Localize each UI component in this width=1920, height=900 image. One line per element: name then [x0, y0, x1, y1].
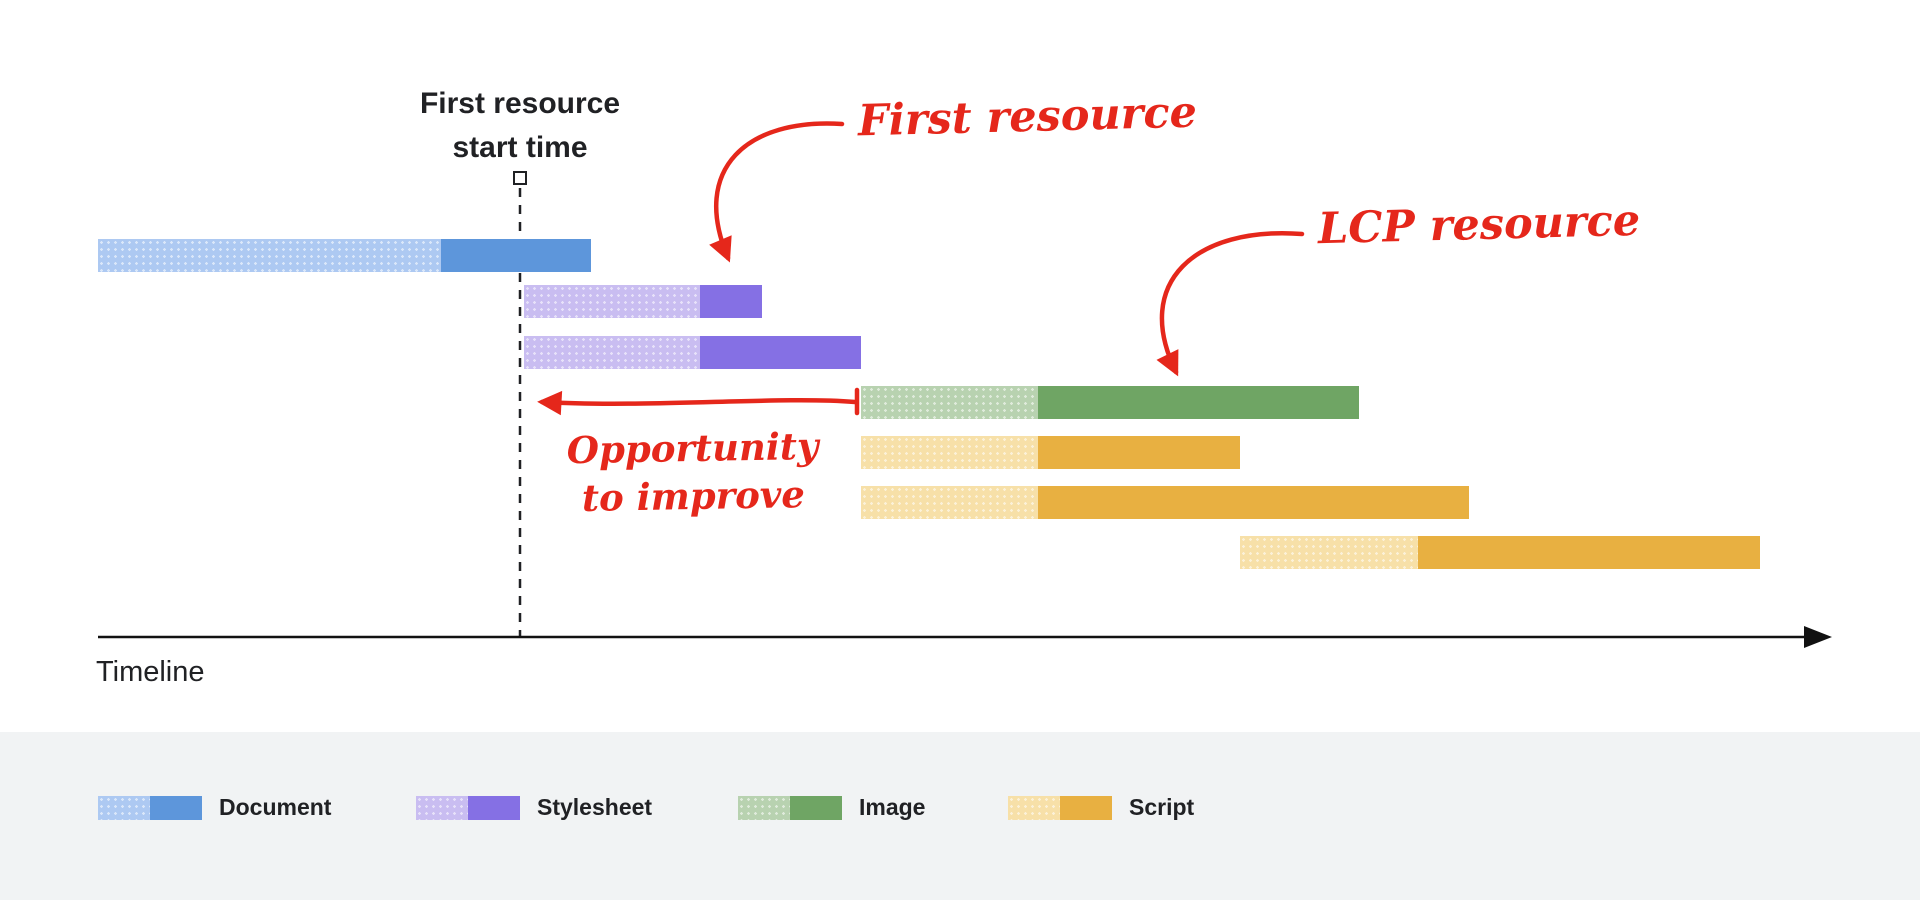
first-resource-annotation: First resource: [857, 87, 1198, 147]
image-dark-segment: [1038, 386, 1359, 419]
stylesheet-light-swatch: [416, 795, 468, 820]
opportunity-line2: to improve: [581, 472, 806, 521]
timeline-axis-label: Timeline: [96, 656, 205, 688]
resource-bar-script: [1240, 536, 1760, 569]
legend-swatch-stylesheet: [416, 795, 520, 820]
script-light-segment: [861, 436, 1038, 469]
resource-bar-stylesheet: [524, 285, 762, 318]
resource-bar-image: [861, 386, 1359, 419]
resource-bar-script: [861, 486, 1469, 519]
legend-item-image: Image: [738, 794, 925, 821]
script-light-swatch: [1008, 795, 1060, 820]
document-dark-swatch: [150, 795, 202, 820]
legend-item-script: Script: [1008, 794, 1194, 821]
legend-swatch-script: [1008, 795, 1112, 820]
script-dark-segment: [1418, 536, 1760, 569]
legend-label-document: Document: [219, 794, 332, 820]
resource-bar-document: [98, 239, 591, 272]
stylesheet-light-segment: [524, 285, 700, 318]
image-light-swatch: [738, 795, 790, 820]
lcp-resource-annotation: LCP resource: [1317, 195, 1641, 255]
script-light-segment: [1240, 536, 1418, 569]
document-dark-segment: [441, 239, 591, 272]
start-label-line2: start time: [452, 130, 588, 164]
image-light-segment: [861, 386, 1038, 419]
document-light-segment: [98, 239, 441, 272]
legend-label-script: Script: [1129, 794, 1195, 820]
legend-label-image: Image: [859, 794, 926, 820]
script-dark-segment: [1038, 486, 1469, 519]
legend-label-stylesheet: Stylesheet: [537, 794, 653, 820]
script-light-segment: [861, 486, 1038, 519]
legend-swatch-image: [738, 795, 842, 820]
image-dark-swatch: [790, 795, 842, 820]
stylesheet-dark-segment: [700, 285, 762, 318]
script-dark-swatch: [1060, 795, 1112, 820]
first-resource-start-time-label: First resource start time: [340, 82, 700, 169]
stylesheet-dark-swatch: [468, 795, 520, 820]
stylesheet-dark-segment: [700, 336, 861, 369]
legend: Document Stylesheet Image Script: [0, 732, 1920, 900]
legend-item-stylesheet: Stylesheet: [416, 794, 652, 821]
opportunity-annotation: Opportunity to improve: [539, 421, 847, 523]
start-label-line1: First resource: [419, 87, 621, 120]
legend-item-document: Document: [98, 794, 331, 821]
script-dark-segment: [1038, 436, 1240, 469]
resource-bar-stylesheet: [524, 336, 861, 369]
resource-bar-script: [861, 436, 1240, 469]
opportunity-line1: Opportunity: [566, 423, 819, 473]
document-light-swatch: [98, 795, 150, 820]
stylesheet-light-segment: [524, 336, 700, 369]
legend-swatch-document: [98, 795, 202, 820]
